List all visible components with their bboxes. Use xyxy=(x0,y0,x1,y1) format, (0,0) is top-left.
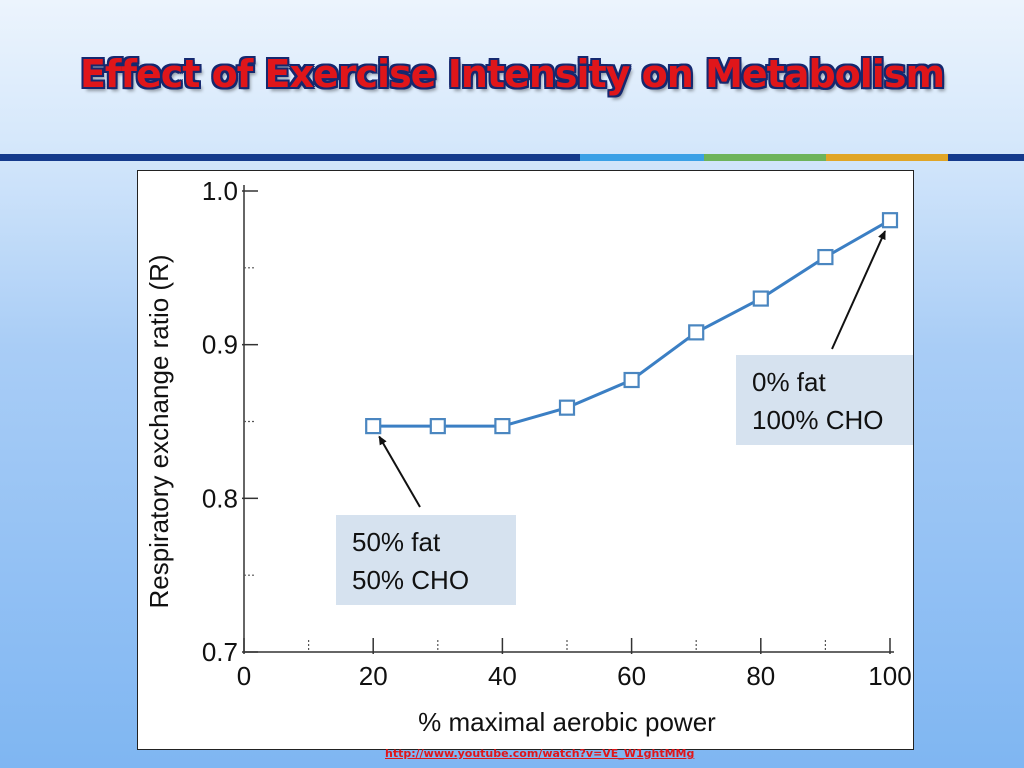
y-axis-title: Respiratory exchange ratio (R) xyxy=(144,254,174,608)
source-link[interactable]: http://www.youtube.com/watch?v=VE_W1ghtM… xyxy=(385,747,695,760)
header-band-navy-end xyxy=(948,154,1024,161)
x-tick-label: 20 xyxy=(359,661,388,691)
rer-chart: 0.7 0.8 0.9 1.0 0 20 40 60 80 100 % maximal aerobi… xyxy=(144,176,913,737)
x-axis-title: % maximal aerobic power xyxy=(418,707,716,737)
data-point xyxy=(365,418,382,435)
data-point xyxy=(752,290,769,307)
header-band-green xyxy=(704,154,826,161)
data-point xyxy=(558,399,576,416)
annotation-box xyxy=(736,355,913,445)
y-tick-label: 1.0 xyxy=(202,176,238,206)
annotation-line: 50% CHO xyxy=(352,565,469,595)
chart-panel: 0.7 0.8 0.9 1.0 0 20 40 60 80 100 % maximal aerobi… xyxy=(137,170,914,750)
header-band-gold xyxy=(826,154,948,161)
annotation-arrow xyxy=(378,435,421,508)
x-tick-label: 40 xyxy=(488,661,517,691)
x-tick-label: 80 xyxy=(746,661,775,691)
annotation-arrow xyxy=(831,230,886,350)
y-tick-label: 0.8 xyxy=(202,483,238,513)
header-band-sky xyxy=(580,154,704,161)
annotation-0-fat: 0% fat 100% CHO xyxy=(736,230,913,445)
data-point xyxy=(688,324,705,341)
annotation-50-fat: 50% fat 50% CHO xyxy=(336,435,516,605)
slide-title: Effect of Exercise Intensity on Metaboli… xyxy=(79,52,945,96)
annotation-line: 0% fat xyxy=(752,367,826,397)
annotation-box xyxy=(336,515,516,605)
header-band-navy xyxy=(0,154,580,161)
data-point xyxy=(881,212,899,229)
y-tick-label: 0.7 xyxy=(202,637,238,667)
annotation-line: 50% fat xyxy=(352,527,441,557)
y-tick-label: 0.9 xyxy=(202,330,238,360)
data-point xyxy=(817,248,834,266)
x-tick-label: 100 xyxy=(868,661,911,691)
data-point xyxy=(429,418,446,435)
annotation-line: 100% CHO xyxy=(752,405,884,435)
data-point xyxy=(494,418,511,435)
x-tick-label: 60 xyxy=(617,661,646,691)
x-tick-label: 0 xyxy=(237,661,251,691)
data-point xyxy=(623,371,640,389)
